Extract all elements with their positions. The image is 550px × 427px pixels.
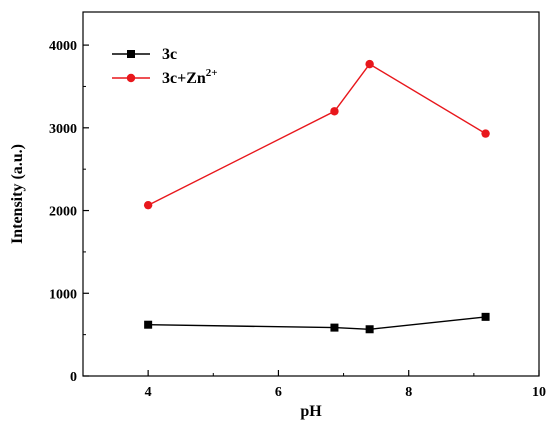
legend: 3c 3c+Zn2+ bbox=[112, 46, 218, 87]
plot-frame bbox=[82, 11, 540, 377]
plot-frame-group bbox=[82, 11, 540, 377]
x-tick-label: 8 bbox=[405, 385, 412, 400]
y-tick-label: 2000 bbox=[49, 205, 77, 220]
legend-item-3c-zn: 3c+Zn2+ bbox=[112, 67, 218, 87]
series-3c-line bbox=[148, 316, 486, 331]
series-3c-point bbox=[481, 312, 490, 321]
x-axis-title: pH bbox=[300, 403, 322, 420]
legend-item-3c-zn-label: 3c+Zn2+ bbox=[162, 67, 218, 87]
legend-item-3c-swatch-marker bbox=[127, 50, 135, 58]
series-3c bbox=[144, 312, 490, 334]
y-tick-label: 3000 bbox=[49, 122, 77, 137]
series-3c-point bbox=[144, 320, 153, 329]
y-axis-ticks: 0 1000 2000 3000 4000 bbox=[49, 39, 89, 385]
legend-item-3c-zn-swatch-marker bbox=[126, 73, 136, 83]
y-tick-label: 0 bbox=[70, 370, 77, 385]
y-tick-label: 4000 bbox=[49, 39, 77, 54]
x-tick-label: 10 bbox=[532, 385, 546, 400]
x-tick-label: 6 bbox=[275, 385, 282, 400]
series-3c-zn-point bbox=[143, 200, 153, 210]
x-tick-label: 4 bbox=[145, 385, 152, 400]
legend-item-3c: 3c bbox=[112, 46, 177, 63]
series-3c-zn bbox=[143, 59, 490, 210]
y-tick-label: 1000 bbox=[49, 287, 77, 302]
series-3c-point bbox=[330, 323, 339, 332]
series-3c-zn-point bbox=[365, 59, 374, 69]
series-3c-zn-line bbox=[147, 63, 486, 206]
x-axis-ticks: 4 6 8 10 bbox=[145, 370, 546, 400]
y-axis-title: Intensity (a.u.) bbox=[9, 144, 26, 244]
series-3c-zn-point bbox=[330, 107, 339, 116]
series-3c-point bbox=[365, 325, 374, 334]
series-3c-zn-point bbox=[481, 129, 490, 138]
legend-item-3c-label: 3c bbox=[162, 46, 177, 63]
series-group bbox=[143, 59, 490, 334]
